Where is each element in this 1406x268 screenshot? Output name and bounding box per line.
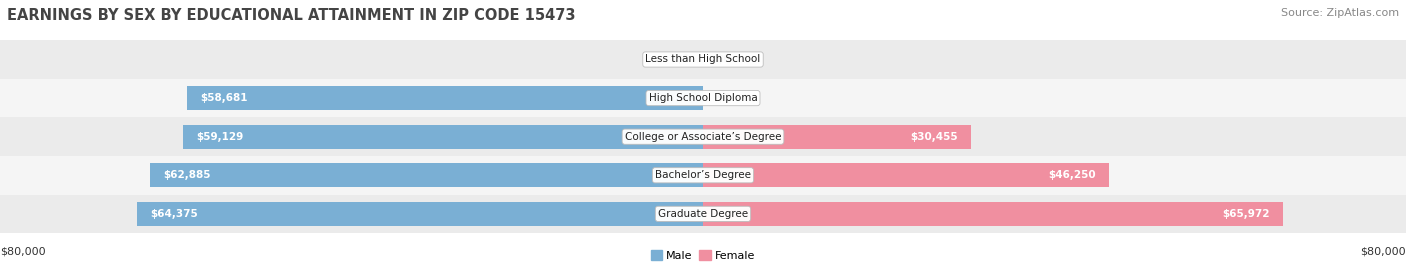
Text: $65,972: $65,972 <box>1222 209 1270 219</box>
Text: $46,250: $46,250 <box>1049 170 1097 180</box>
Text: $0: $0 <box>675 54 690 65</box>
Bar <box>0 156 1406 195</box>
Text: $62,885: $62,885 <box>163 170 211 180</box>
Bar <box>0 195 1406 233</box>
Bar <box>183 125 703 149</box>
Text: Bachelor’s Degree: Bachelor’s Degree <box>655 170 751 180</box>
Text: $58,681: $58,681 <box>201 93 247 103</box>
Text: College or Associate’s Degree: College or Associate’s Degree <box>624 132 782 142</box>
Text: $0: $0 <box>716 93 731 103</box>
Text: High School Diploma: High School Diploma <box>648 93 758 103</box>
Text: Less than High School: Less than High School <box>645 54 761 65</box>
Text: $0: $0 <box>716 54 731 65</box>
Text: $64,375: $64,375 <box>150 209 198 219</box>
Text: $59,129: $59,129 <box>197 132 243 142</box>
Bar <box>0 40 1406 79</box>
Text: EARNINGS BY SEX BY EDUCATIONAL ATTAINMENT IN ZIP CODE 15473: EARNINGS BY SEX BY EDUCATIONAL ATTAINMEN… <box>7 8 575 23</box>
Bar <box>187 86 703 110</box>
Text: $80,000: $80,000 <box>0 247 45 257</box>
Text: Graduate Degree: Graduate Degree <box>658 209 748 219</box>
Text: Source: ZipAtlas.com: Source: ZipAtlas.com <box>1281 8 1399 18</box>
Bar <box>138 202 703 226</box>
Bar <box>150 163 703 187</box>
Bar <box>0 79 1406 117</box>
Legend: Male, Female: Male, Female <box>647 246 759 265</box>
Bar <box>703 125 970 149</box>
Text: $30,455: $30,455 <box>910 132 957 142</box>
Bar <box>0 117 1406 156</box>
Bar <box>703 202 1282 226</box>
Bar <box>703 163 1109 187</box>
Text: $80,000: $80,000 <box>1361 247 1406 257</box>
